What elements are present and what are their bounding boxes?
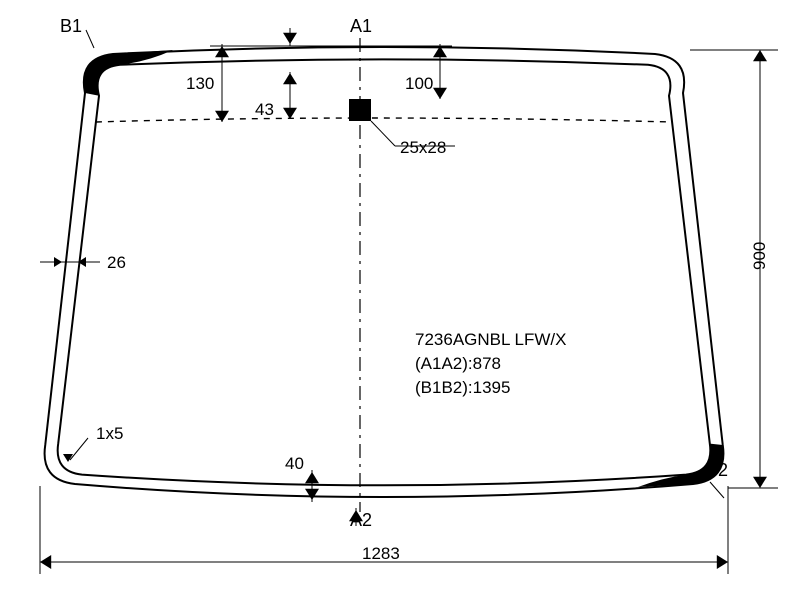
corner-label-b1: B1 [60,16,82,37]
mid-label-a2: A2 [350,510,372,531]
corner-label-b2: B2 [706,460,728,481]
part-number: 7236AGNBL LFW/X [415,330,567,350]
dim-1x5: 1x5 [96,424,123,444]
a1a2-spec: (A1A2):878 [415,354,501,374]
mid-label-a1: A1 [350,16,372,37]
dim-40: 40 [285,454,304,474]
dim-height: 900 [750,242,770,270]
dim-top-130: 130 [186,74,214,94]
dim-top-100: 100 [405,74,433,94]
windshield-technical-drawing [0,0,800,600]
dim-width: 1283 [362,544,400,564]
dim-sensor: 25x28 [400,138,446,158]
dim-side-26: 26 [107,253,126,273]
dim-top-43: 43 [255,100,274,120]
b1b2-spec: (B1B2):1395 [415,378,510,398]
